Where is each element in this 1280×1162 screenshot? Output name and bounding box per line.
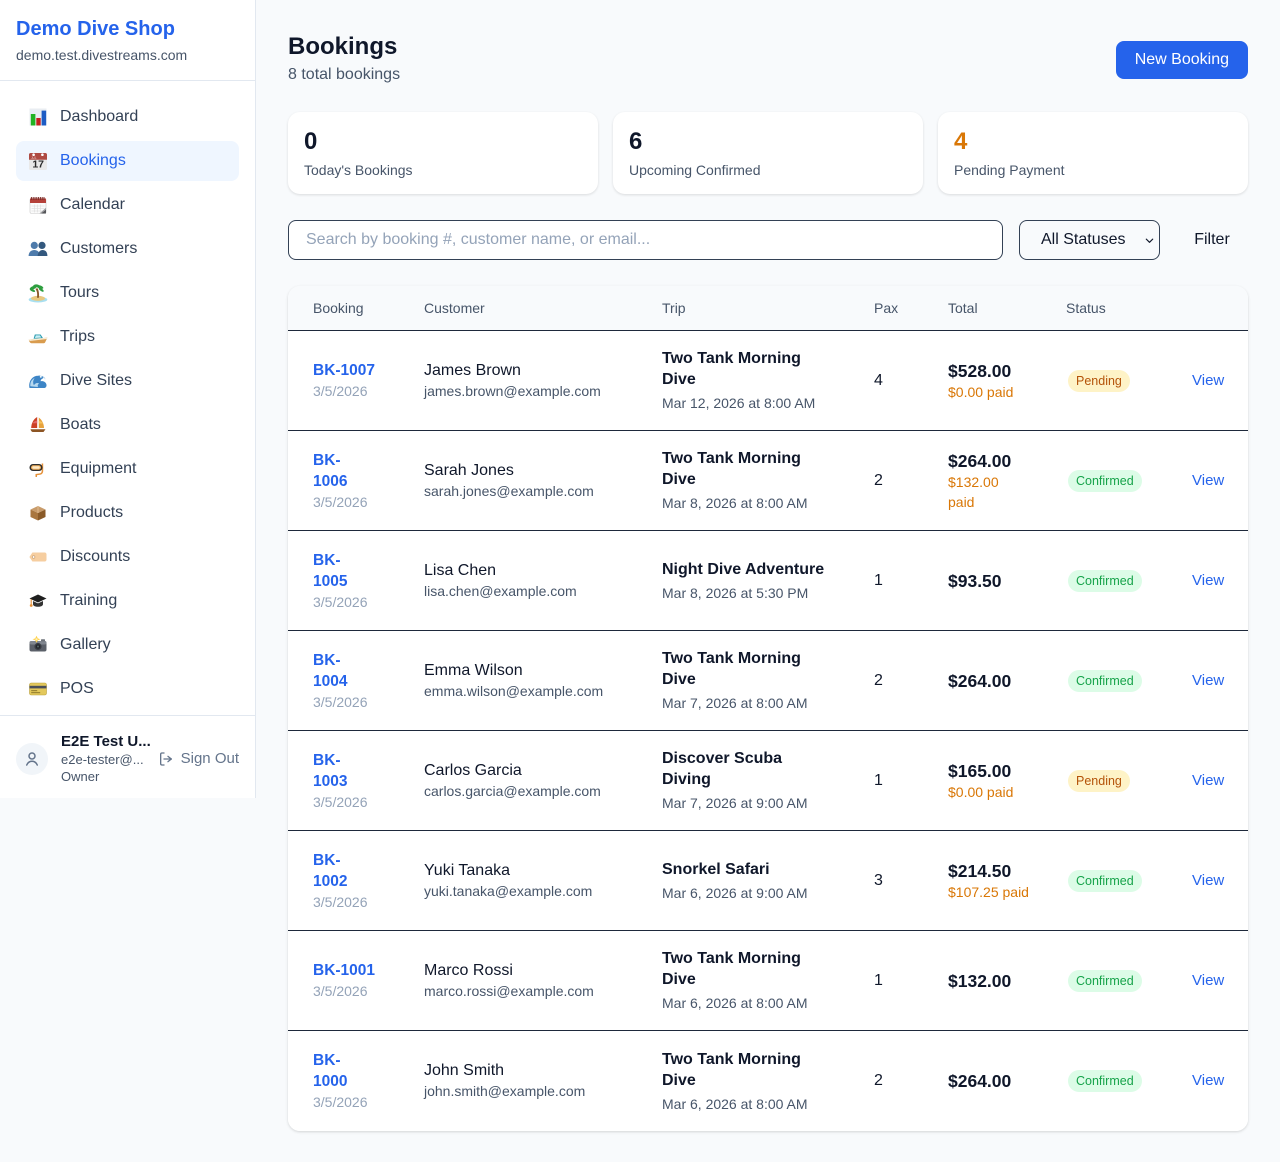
- svg-text:17: 17: [32, 159, 44, 171]
- svg-text:JUL: JUL: [31, 156, 37, 160]
